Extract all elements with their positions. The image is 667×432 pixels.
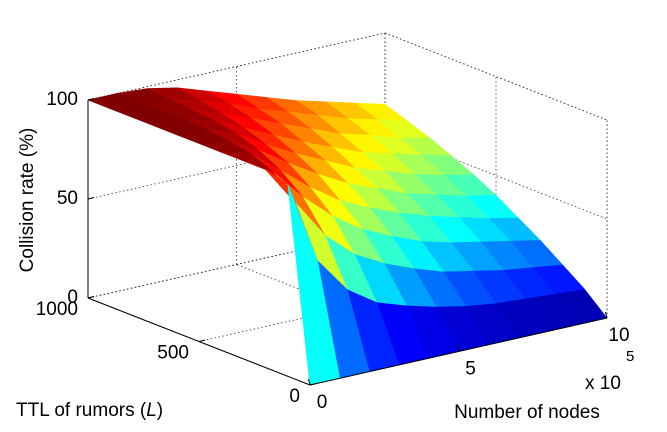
surface [87,87,608,386]
grid-line [87,131,386,200]
x-scale-label: x 10 [585,373,621,394]
y-axis-label-text: TTL of rumors ( [16,400,147,421]
x-scale-exponent: 5 [626,348,634,365]
y-axis-label-end: ) [157,400,163,421]
y-tick [309,383,317,386]
z-tick-label: 100 [46,89,78,110]
z-axis-label: Collision rate (%) [17,128,38,273]
grid-line [87,32,386,101]
y-tick [87,296,95,299]
y-axis-label-var: L [146,400,157,421]
y-tick-label: 0 [289,386,300,407]
grid-line [384,32,608,121]
z-tick-label: 50 [57,188,78,209]
z-tick-label: 0 [67,287,78,308]
y-tick-label: 1000 [36,299,78,320]
y-tick [198,339,206,342]
box-edge [384,32,608,121]
x-axis-label: Number of nodes [454,402,600,423]
x-tick [308,378,311,386]
z-tick [87,98,95,101]
z-tick [87,197,95,200]
y-tick-label: 500 [157,343,189,364]
x-tick-label: 10 [608,325,629,346]
x-tick-label: 5 [465,359,476,380]
x-tick [456,345,459,352]
y-axis-label: TTL of rumors (L) [16,400,163,421]
x-tick-label: 0 [317,392,328,413]
grid-line [87,230,386,299]
x-tick [605,311,608,319]
